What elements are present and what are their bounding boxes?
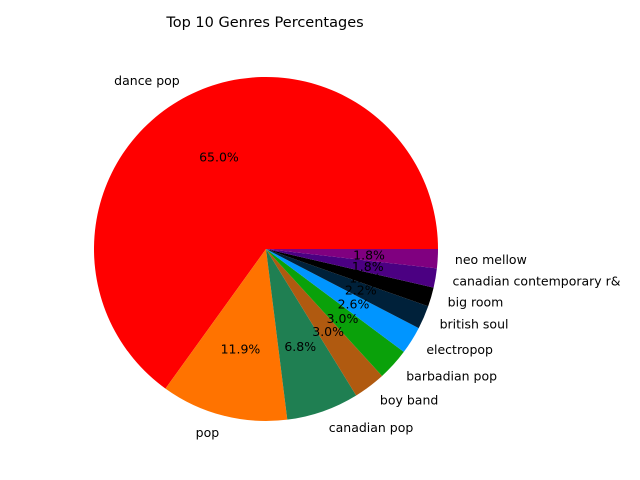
slice-label-pop: pop: [196, 425, 220, 440]
pct-label-british-soul: 2.2%: [345, 283, 377, 298]
pct-label-neo-mellow: 1.8%: [353, 247, 385, 262]
chart-title: Top 10 Genres Percentages: [165, 15, 363, 31]
pie-slice-boy-band: [266, 249, 383, 396]
pie-slice-pop: [165, 249, 288, 422]
slice-label-british-soul: british soul: [440, 317, 509, 332]
slice-label-canadian-contemporary-r: canadian contemporary r&: [452, 273, 620, 288]
pie-slice-canadian-pop: [266, 249, 357, 420]
pie-slice-dance-pop: [94, 77, 438, 389]
pie-slices: [94, 77, 438, 422]
slice-label-boy-band: boy band: [380, 393, 438, 408]
pie-slice-neo-mellow: [266, 249, 438, 269]
slice-label-neo-mellow: neo mellow: [455, 252, 527, 267]
pct-label-canadian-pop: 6.8%: [284, 339, 316, 354]
pct-label-boy-band: 3.0%: [312, 324, 344, 339]
slice-label-big-room: big room: [448, 294, 504, 309]
pct-label-dance-pop: 65.0%: [199, 150, 239, 165]
slice-label-canadian-pop: canadian pop: [329, 420, 414, 435]
pie-slice-barbadian-pop: [266, 249, 404, 376]
pct-label-canadian-contemporary-r: 1.8%: [352, 259, 384, 274]
slice-labels: dance pop pop canadian pop boy band barbadia…: [114, 73, 621, 440]
pie-slice-big-room: [266, 249, 434, 307]
pie-slice-british-soul: [266, 249, 429, 329]
pct-label-big-room: 1.8%: [349, 270, 381, 285]
pct-label-pop: 11.9%: [221, 341, 261, 356]
slice-label-dance-pop: dance pop: [114, 73, 180, 88]
percentage-labels: 65.0%11.9% 6.8%3.0%3.0%2.6%2.2%1.8%1.8%1.…: [199, 150, 385, 357]
pie-slice-canadian-contemporary-r: [266, 249, 437, 288]
pct-label-electropop: 2.6%: [338, 296, 370, 311]
pie-slice-electropop: [266, 249, 419, 352]
slice-label-barbadian-pop: barbadian pop: [406, 368, 497, 383]
pct-label-barbadian-pop: 3.0%: [327, 311, 359, 326]
slice-label-electropop: electropop: [426, 342, 493, 357]
